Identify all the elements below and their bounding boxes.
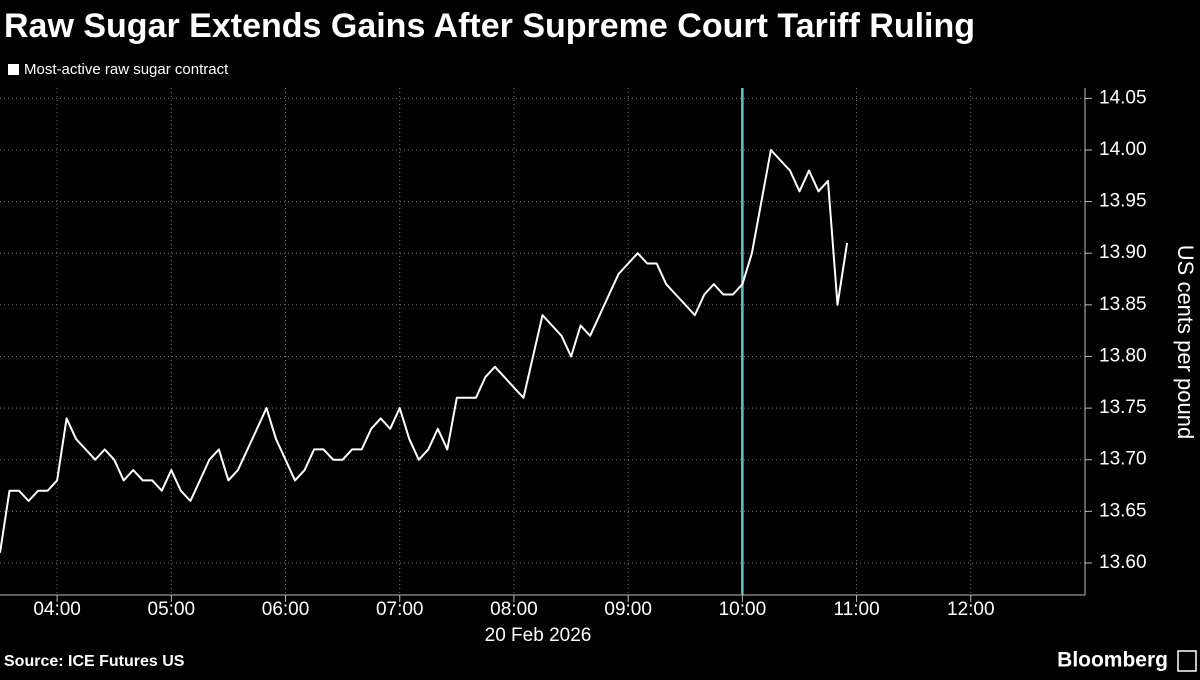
brand: Bloomberg [1057,649,1168,672]
source: Source: ICE Futures US [4,653,185,670]
y-tick-label: 14.00 [1099,139,1147,160]
legend-swatch [8,64,19,75]
x-tick-label: 10:00 [719,599,767,620]
x-tick-label: 09:00 [604,599,652,620]
x-tick-label: 12:00 [947,599,995,620]
series-line [0,149,849,553]
y-tick-label: 13.60 [1099,552,1147,573]
y-tick-label: 13.95 [1099,191,1147,212]
y-tick-label: 13.65 [1099,500,1147,521]
x-tick-label: 06:00 [262,599,310,620]
y-tick-label: 13.90 [1099,242,1147,263]
y-tick-label: 13.85 [1099,294,1147,315]
brand-icon [1177,650,1197,672]
legend-label: Most-active raw sugar contract [24,61,229,78]
y-tick-label: 13.70 [1099,449,1147,470]
x-tick-label: 08:00 [490,599,538,620]
x-tick-label: 05:00 [148,599,196,620]
chart-title: Raw Sugar Extends Gains After Supreme Co… [4,7,975,45]
y-tick-label: 14.05 [1099,87,1147,108]
y-tick-label: 13.75 [1099,397,1147,418]
x-tick-label: 04:00 [33,599,81,620]
x-tick-label: 07:00 [376,599,424,620]
x-tick-label: 11:00 [834,599,880,620]
y-axis-label: US cents per pound [1173,245,1198,439]
date-label: 20 Feb 2026 [485,625,592,646]
y-tick-label: 13.80 [1099,345,1147,366]
